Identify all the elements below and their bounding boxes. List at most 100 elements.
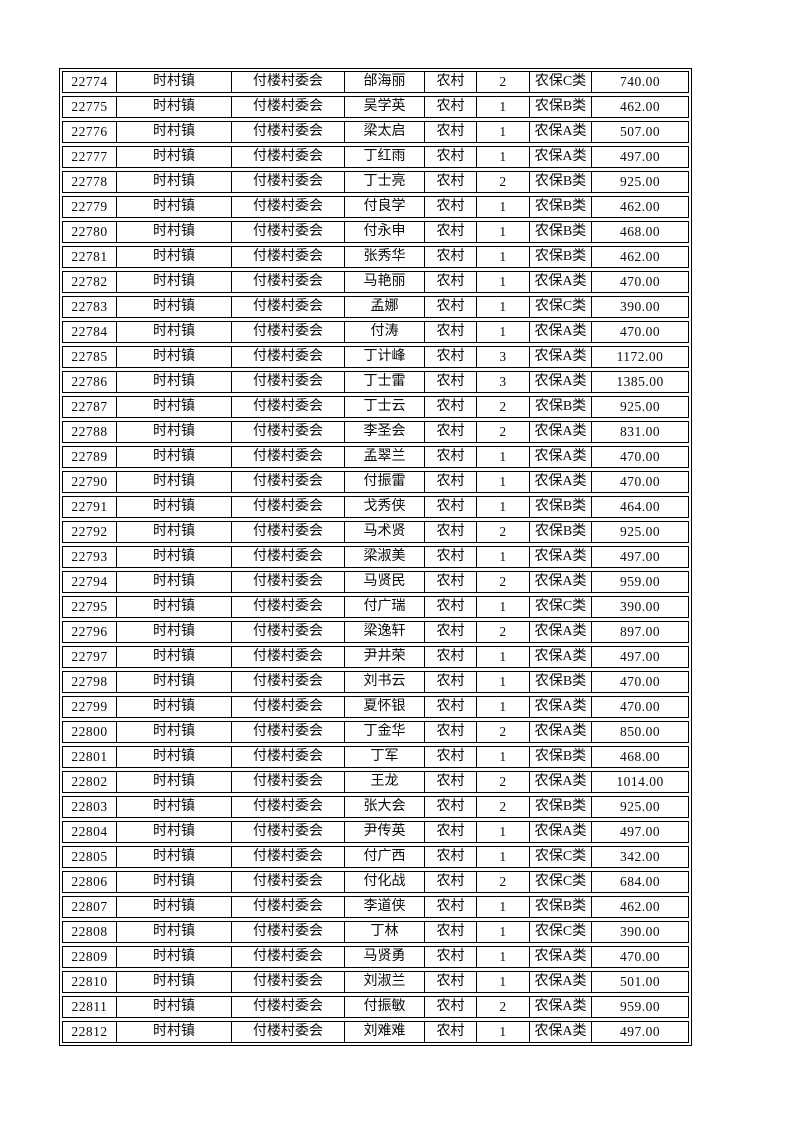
- village-committee-cell: 付楼村委会: [232, 597, 345, 617]
- insurance-category-cell: 农保C类: [530, 297, 592, 317]
- person-name-cell: 马贤勇: [345, 947, 425, 967]
- village-committee-cell: 付楼村委会: [232, 422, 345, 442]
- residence-type-cell: 农村: [425, 822, 477, 842]
- table-row: 22803 时村镇 付楼村委会 张大会 农村 2 农保B类 925.00: [62, 796, 689, 818]
- residence-type-cell: 农村: [425, 747, 477, 767]
- residence-type-cell: 农村: [425, 972, 477, 992]
- person-count-cell: 1: [477, 472, 530, 492]
- record-id-cell: 22812: [63, 1022, 117, 1042]
- amount-cell: 470.00: [619, 324, 661, 339]
- table-row: 22797 时村镇 付楼村委会 尹井荣 农村 1 农保A类 497.00: [62, 646, 689, 668]
- insurance-category-cell: 农保B类: [530, 197, 592, 217]
- person-count-cell: 2: [477, 997, 530, 1017]
- amount-cell: 462.00: [619, 99, 661, 114]
- person-name-cell: 付振敏: [345, 997, 425, 1017]
- payment-table: 22774 时村镇 付楼村委会 邰海丽 农村 2 农保C类 740.00 22775 时村镇 付楼村…: [59, 68, 692, 1046]
- residence-type-cell: 农村: [425, 122, 477, 142]
- person-name-cell: 付振雷: [345, 472, 425, 492]
- table-row: 22780 时村镇 付楼村委会 付永申 农村 1 农保B类 468.00: [62, 221, 689, 243]
- person-name-cell: 马术贤: [345, 522, 425, 542]
- person-count-cell: 2: [477, 772, 530, 792]
- record-id-cell: 22777: [63, 147, 117, 167]
- residence-type-cell: 农村: [425, 197, 477, 217]
- insurance-category-cell: 农保A类: [530, 347, 592, 367]
- table-row: 22801 时村镇 付楼村委会 丁军 农村 1 农保B类 468.00: [62, 746, 689, 768]
- residence-type-cell: 农村: [425, 772, 477, 792]
- table-row: 22794 时村镇 付楼村委会 马贤民 农村 2 农保A类 959.00: [62, 571, 689, 593]
- residence-type-cell: 农村: [425, 72, 477, 92]
- person-name-cell: 丁士云: [345, 397, 425, 417]
- insurance-category-cell: 农保B类: [530, 797, 592, 817]
- table-row: 22804 时村镇 付楼村委会 尹传英 农村 1 农保A类 497.00: [62, 821, 689, 843]
- residence-type-cell: 农村: [425, 697, 477, 717]
- amount-cell: 342.00: [619, 849, 661, 864]
- person-count-cell: 2: [477, 72, 530, 92]
- village-committee-cell: 付楼村委会: [232, 897, 345, 917]
- record-id-cell: 22811: [63, 997, 117, 1017]
- person-count-cell: 1: [477, 822, 530, 842]
- residence-type-cell: 农村: [425, 297, 477, 317]
- village-committee-cell: 付楼村委会: [232, 147, 345, 167]
- residence-type-cell: 农村: [425, 522, 477, 542]
- person-name-cell: 付涛: [345, 322, 425, 342]
- person-count-cell: 1: [477, 272, 530, 292]
- village-committee-cell: 付楼村委会: [232, 797, 345, 817]
- village-committee-cell: 付楼村委会: [232, 372, 345, 392]
- person-name-cell: 刘难难: [345, 1022, 425, 1042]
- amount-cell: 925.00: [619, 174, 661, 189]
- table-row: 22779 时村镇 付楼村委会 付良学 农村 1 农保B类 462.00: [62, 196, 689, 218]
- village-committee-cell: 付楼村委会: [232, 972, 345, 992]
- village-committee-cell: 付楼村委会: [232, 472, 345, 492]
- person-name-cell: 王龙: [345, 772, 425, 792]
- table-row: 22792 时村镇 付楼村委会 马术贤 农村 2 农保B类 925.00: [62, 521, 689, 543]
- table-row: 22810 时村镇 付楼村委会 刘淑兰 农村 1 农保A类 501.00: [62, 971, 689, 993]
- person-count-cell: 1: [477, 672, 530, 692]
- residence-type-cell: 农村: [425, 797, 477, 817]
- table-row: 22811 时村镇 付楼村委会 付振敏 农村 2 农保A类 959.00: [62, 996, 689, 1018]
- residence-type-cell: 农村: [425, 422, 477, 442]
- town-cell: 时村镇: [117, 622, 232, 642]
- table-row: 22799 时村镇 付楼村委会 夏怀银 农村 1 农保A类 470.00: [62, 696, 689, 718]
- amount-cell: 684.00: [619, 874, 661, 889]
- village-committee-cell: 付楼村委会: [232, 247, 345, 267]
- residence-type-cell: 农村: [425, 647, 477, 667]
- residence-type-cell: 农村: [425, 322, 477, 342]
- person-count-cell: 1: [477, 222, 530, 242]
- record-id-cell: 22776: [63, 122, 117, 142]
- residence-type-cell: 农村: [425, 347, 477, 367]
- town-cell: 时村镇: [117, 572, 232, 592]
- amount-cell: 497.00: [619, 149, 661, 164]
- person-name-cell: 梁太启: [345, 122, 425, 142]
- amount-cell: 462.00: [619, 899, 661, 914]
- amount-cell: 470.00: [619, 449, 661, 464]
- record-id-cell: 22807: [63, 897, 117, 917]
- residence-type-cell: 农村: [425, 947, 477, 967]
- town-cell: 时村镇: [117, 647, 232, 667]
- table-row: 22786 时村镇 付楼村委会 丁士雷 农村 3 农保A类 1385.00: [62, 371, 689, 393]
- table-row: 22787 时村镇 付楼村委会 丁士云 农村 2 农保B类 925.00: [62, 396, 689, 418]
- village-committee-cell: 付楼村委会: [232, 72, 345, 92]
- insurance-category-cell: 农保C类: [530, 847, 592, 867]
- town-cell: 时村镇: [117, 797, 232, 817]
- town-cell: 时村镇: [117, 922, 232, 942]
- record-id-cell: 22806: [63, 872, 117, 892]
- village-committee-cell: 付楼村委会: [232, 672, 345, 692]
- village-committee-cell: 付楼村委会: [232, 822, 345, 842]
- insurance-category-cell: 农保C类: [530, 922, 592, 942]
- residence-type-cell: 农村: [425, 397, 477, 417]
- village-committee-cell: 付楼村委会: [232, 222, 345, 242]
- record-id-cell: 22808: [63, 922, 117, 942]
- person-count-cell: 1: [477, 322, 530, 342]
- record-id-cell: 22798: [63, 672, 117, 692]
- amount-cell: 740.00: [619, 74, 661, 89]
- village-committee-cell: 付楼村委会: [232, 872, 345, 892]
- table-row: 22782 时村镇 付楼村委会 马艳丽 农村 1 农保A类 470.00: [62, 271, 689, 293]
- town-cell: 时村镇: [117, 72, 232, 92]
- insurance-category-cell: 农保A类: [530, 322, 592, 342]
- amount-cell: 470.00: [619, 274, 661, 289]
- village-committee-cell: 付楼村委会: [232, 497, 345, 517]
- person-count-cell: 2: [477, 522, 530, 542]
- person-count-cell: 1: [477, 922, 530, 942]
- person-name-cell: 丁金华: [345, 722, 425, 742]
